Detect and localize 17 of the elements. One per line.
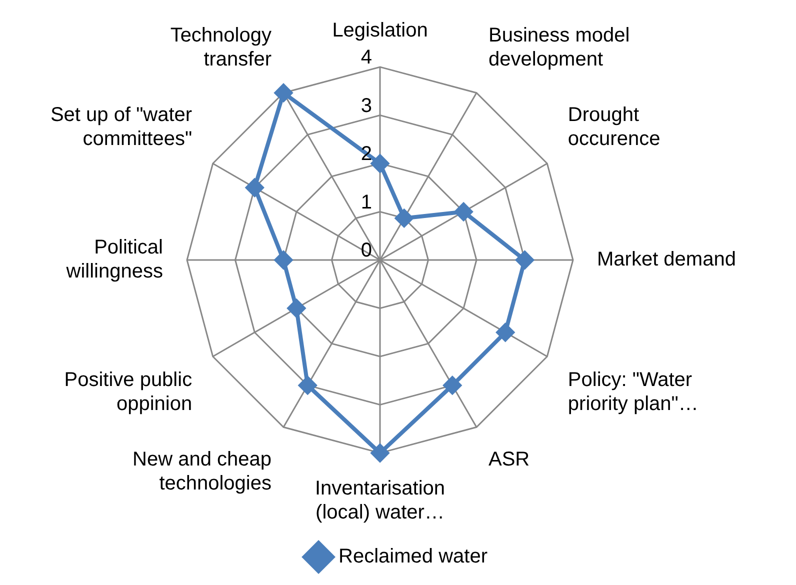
spoke-label: Inventarisation (local) water… (314, 478, 446, 524)
legend-label: Reclaimed water (338, 546, 488, 568)
spoke-label: Positive public oppinion (64, 369, 192, 416)
spoke-label: Legislation (332, 20, 428, 42)
spoke-label: Business model development (488, 24, 630, 71)
y-tick-label: 0 (360, 240, 372, 262)
spoke-label: Market demand (597, 248, 736, 271)
spoke-label: Drought occurence (568, 104, 660, 150)
y-tick-label: 4 (360, 46, 372, 69)
y-tick-label: 3 (360, 94, 372, 117)
spoke-label: Political willingness (65, 236, 163, 283)
spoke-label: Technology transfer (170, 24, 272, 71)
spoke-label: ASR (488, 448, 530, 470)
spoke-label: Set up of "water committees" (50, 104, 192, 150)
spoke-label: New and cheap technologies (132, 448, 272, 494)
y-tick-label: 1 (360, 191, 372, 214)
spoke-label: Policy: "Water priority plan"… (568, 369, 698, 416)
